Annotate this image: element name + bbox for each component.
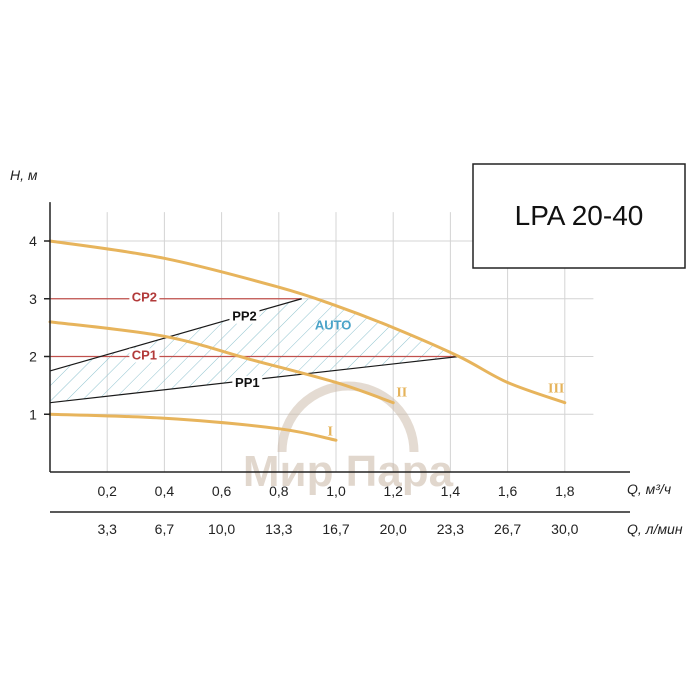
label-pp2-bg xyxy=(229,309,260,324)
x-tick-label: 0,4 xyxy=(155,483,175,499)
curve-iii xyxy=(48,239,567,405)
x-tick-label-2: 16,7 xyxy=(322,521,349,537)
chart-title: LPA 20-40 xyxy=(515,200,644,231)
curve-ii xyxy=(48,320,395,405)
x-axis-label: Q, м³/ч xyxy=(627,481,671,497)
label-pp2: PP2 xyxy=(232,309,257,324)
x-tick-label: 0,8 xyxy=(269,483,289,499)
y-tick-label: 4 xyxy=(29,233,37,249)
y-tick-label: 1 xyxy=(29,406,37,422)
x-tick-label: 1,6 xyxy=(498,483,518,499)
x-tick-label: 1,4 xyxy=(441,483,461,499)
label-cp2: CP2 xyxy=(132,290,157,305)
label-cp1: CP1 xyxy=(132,347,157,362)
x-axis-label-2: Q, л/мин xyxy=(627,521,683,537)
x-tick-label-2: 6,7 xyxy=(155,521,175,537)
label-auto: AUTO xyxy=(315,317,352,332)
x-tick-label-2: 20,0 xyxy=(380,521,407,537)
y-tick-label: 3 xyxy=(29,291,37,307)
auto-region xyxy=(50,298,459,403)
auto-region-hatch xyxy=(50,298,459,403)
x-tick-label-2: 30,0 xyxy=(551,521,578,537)
y-tick-label: 2 xyxy=(29,349,37,365)
x-tick-label-2: 13,3 xyxy=(265,521,292,537)
x-tick-label: 0,6 xyxy=(212,483,232,499)
x-tick-label-2: 26,7 xyxy=(494,521,521,537)
x-tick-label-2: 10,0 xyxy=(208,521,235,537)
label-curve-i: I xyxy=(328,425,333,440)
x-tick-label: 0,2 xyxy=(97,483,117,499)
label-cp2-bg xyxy=(129,290,160,305)
label-pp1-bg xyxy=(232,376,263,391)
x-tick-label: 1,2 xyxy=(383,483,403,499)
watermark: Мир Пара xyxy=(243,381,454,496)
x-tick-label: 1,0 xyxy=(326,483,346,499)
label-pp1: PP1 xyxy=(235,375,260,390)
watermark-arc xyxy=(277,381,419,453)
label-cp1-bg xyxy=(129,348,160,363)
x-tick-label-2: 3,3 xyxy=(97,521,117,537)
x-tick-label-2: 23,3 xyxy=(437,521,464,537)
label-curve-iii: III xyxy=(548,381,564,396)
title-box xyxy=(472,163,686,269)
x-tick-label: 1,8 xyxy=(555,483,575,499)
y-axis-label: H, м xyxy=(10,167,38,183)
line-pp2 xyxy=(49,298,302,372)
curve-i xyxy=(48,412,338,442)
label-curve-ii: II xyxy=(396,385,407,400)
